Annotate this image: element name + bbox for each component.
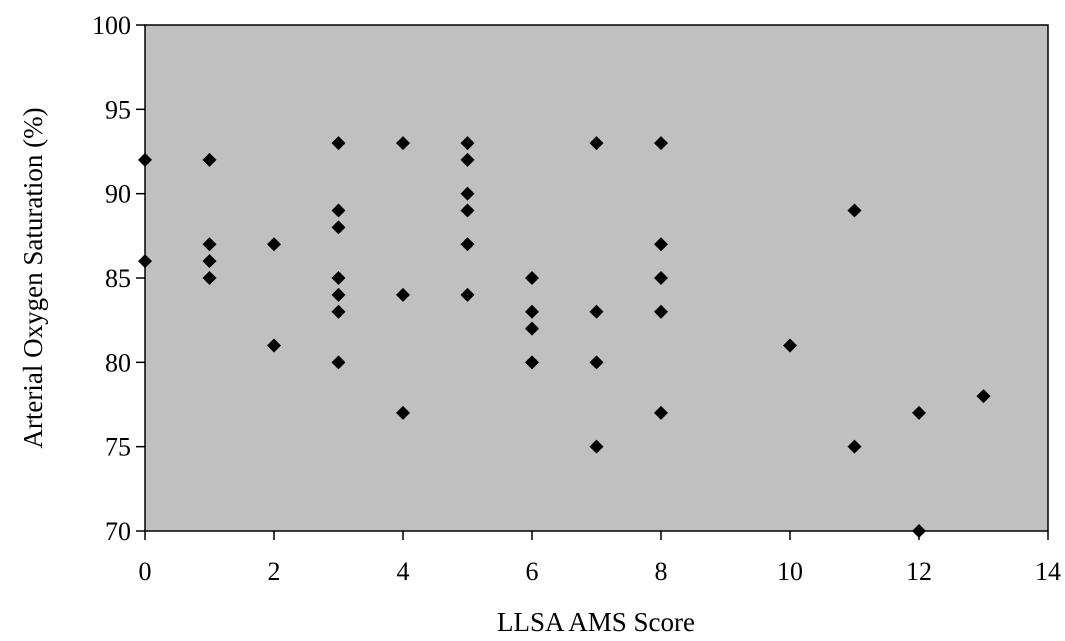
x-axis-ticks: 0 2 4 6 8 10 12 14 bbox=[139, 531, 1061, 586]
data-point bbox=[654, 304, 668, 319]
x-tick-label: 14 bbox=[1035, 557, 1061, 586]
data-point bbox=[654, 237, 668, 252]
y-axis-title: Arterial Oxygen Saturation (%) bbox=[18, 107, 48, 448]
data-point bbox=[202, 237, 217, 252]
data-point bbox=[331, 287, 346, 302]
data-point bbox=[202, 254, 217, 269]
data-point bbox=[783, 338, 797, 353]
data-point bbox=[202, 271, 217, 285]
data-point bbox=[202, 152, 217, 167]
data-points bbox=[138, 136, 991, 538]
data-point bbox=[267, 237, 281, 252]
data-point bbox=[460, 203, 475, 218]
data-point bbox=[331, 304, 346, 319]
data-point bbox=[589, 304, 604, 319]
data-point bbox=[847, 439, 862, 454]
data-point bbox=[525, 321, 539, 336]
y-tick-label: 70 bbox=[105, 517, 131, 546]
y-axis-ticks: 70 75 80 85 90 95 100 bbox=[92, 11, 145, 546]
data-point bbox=[589, 355, 604, 370]
data-point bbox=[654, 405, 668, 420]
data-point bbox=[331, 203, 346, 218]
data-point bbox=[976, 389, 991, 404]
data-point bbox=[331, 355, 346, 370]
plot-area bbox=[144, 24, 1049, 532]
y-tick-label: 80 bbox=[105, 348, 131, 377]
data-point bbox=[525, 304, 539, 319]
data-point bbox=[267, 338, 281, 353]
y-tick-label: 85 bbox=[105, 264, 131, 293]
data-point bbox=[654, 136, 668, 151]
data-point bbox=[331, 136, 346, 151]
data-point bbox=[138, 152, 152, 167]
data-point bbox=[589, 439, 604, 454]
data-point bbox=[460, 287, 475, 302]
data-point bbox=[331, 220, 346, 235]
y-tick-label: 95 bbox=[105, 95, 131, 124]
x-tick-label: 10 bbox=[777, 557, 803, 586]
data-point bbox=[138, 254, 152, 269]
x-axis-title: LLSA AMS Score bbox=[497, 607, 695, 637]
data-point bbox=[460, 152, 475, 167]
data-point bbox=[460, 237, 475, 252]
data-point bbox=[460, 136, 475, 151]
x-tick-label: 0 bbox=[139, 557, 152, 586]
x-tick-label: 2 bbox=[268, 557, 281, 586]
data-point bbox=[525, 271, 539, 285]
x-tick-label: 4 bbox=[397, 557, 410, 586]
x-tick-label: 6 bbox=[526, 557, 539, 586]
data-point bbox=[396, 136, 410, 151]
y-tick-label: 75 bbox=[105, 433, 131, 462]
x-tick-label: 12 bbox=[906, 557, 932, 586]
data-point bbox=[847, 203, 862, 218]
data-point bbox=[396, 405, 410, 420]
data-point bbox=[331, 271, 346, 285]
y-tick-label: 90 bbox=[105, 180, 131, 209]
data-point bbox=[912, 405, 926, 420]
data-point bbox=[589, 136, 604, 151]
data-point bbox=[396, 287, 410, 302]
data-point bbox=[654, 271, 668, 285]
data-point bbox=[460, 186, 475, 201]
data-point bbox=[912, 524, 926, 538]
y-tick-label: 100 bbox=[92, 11, 131, 40]
data-point bbox=[525, 355, 539, 370]
x-tick-label: 8 bbox=[655, 557, 668, 586]
